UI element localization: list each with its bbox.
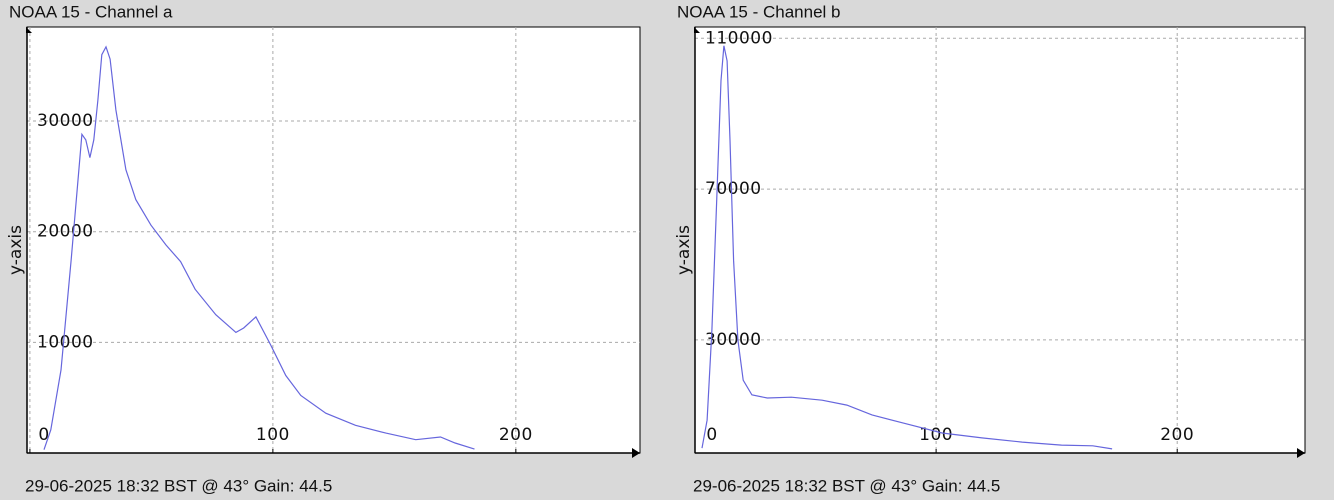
x-tick-label: 100: [919, 425, 953, 445]
y-tick-label: 30000: [705, 330, 762, 350]
x-axis-arrow: [632, 448, 640, 458]
x-tick-label: 0: [706, 425, 717, 445]
y-tick-label: 10000: [37, 332, 94, 352]
x-tick-label: 100: [256, 425, 290, 445]
footer-info: 29-06-2025 18:32 BST @ 43° Gain: 44.5: [693, 476, 1000, 495]
chart-title: NOAA 15 - Channel b: [677, 2, 840, 21]
y-tick-label: 70000: [705, 179, 762, 199]
x-tick-label: 0: [38, 425, 49, 445]
y-tick-label: 30000: [37, 111, 94, 131]
plot-area: [26, 26, 641, 454]
plot-area: [694, 26, 1306, 454]
x-axis-arrow: [1297, 448, 1305, 458]
data-line: [701, 45, 1113, 450]
y-tick-label: 110000: [705, 28, 773, 48]
chart-title: NOAA 15 - Channel a: [9, 2, 173, 21]
x-tick-label: 200: [1160, 425, 1194, 445]
y-axis-label: y-axis: [674, 225, 694, 275]
footer-info: 29-06-2025 18:32 BST @ 43° Gain: 44.5: [25, 476, 332, 495]
x-tick-label: 200: [499, 425, 533, 445]
data-line: [43, 45, 475, 450]
y-axis-label: y-axis: [6, 225, 26, 275]
y-tick-label: 20000: [37, 222, 94, 242]
y-axis-arrow: [694, 27, 700, 33]
y-axis-arrow: [26, 27, 32, 33]
